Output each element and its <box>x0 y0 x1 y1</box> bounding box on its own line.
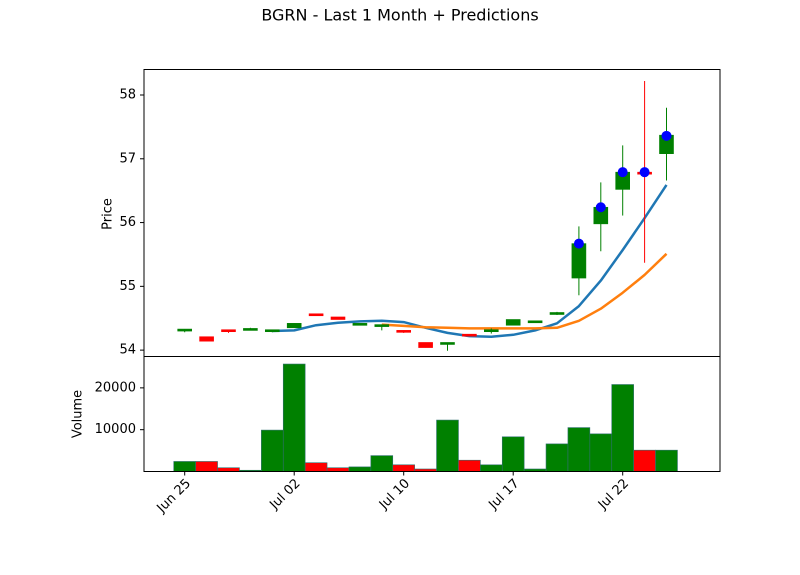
volume-y-tick-label: 10000 <box>95 422 136 437</box>
volume-bar <box>480 464 503 472</box>
volume-panel: 10000 20000 Volume <box>71 356 721 472</box>
candle-body <box>264 329 280 333</box>
chart-title: BGRN - Last 1 Month + Predictions <box>261 6 538 25</box>
volume-bar <box>567 427 591 472</box>
candle-body <box>483 329 499 333</box>
candle-body <box>221 329 236 333</box>
candle-body <box>286 323 302 329</box>
volume-bar <box>217 467 240 472</box>
volume-bar <box>633 449 656 472</box>
price-y-axis-label: Price <box>101 198 116 230</box>
x-tick-label: Jul 22 <box>595 476 632 513</box>
candle-body <box>571 243 587 279</box>
volume-bar <box>458 459 481 472</box>
candle-body <box>177 328 192 332</box>
candle-body <box>374 324 390 327</box>
volume-bar <box>392 464 415 472</box>
candle-body <box>505 319 521 326</box>
volume-bar <box>611 384 634 472</box>
x-axis-ticks: Jun 25 Jul 02 Jul 10 Jul 17 Jul 22 <box>154 471 632 517</box>
volume-panel-border <box>143 356 721 472</box>
price-panel-frame <box>143 69 721 357</box>
volume-y-ticks: 10000 20000 <box>95 380 144 437</box>
volume-bar <box>370 455 394 472</box>
candle-body <box>462 333 477 337</box>
candle-body <box>199 336 214 342</box>
prediction-marker <box>639 167 650 178</box>
price-y-tick-label: 57 <box>119 151 136 166</box>
moving-average-line <box>381 252 668 330</box>
prediction-marker <box>617 167 628 178</box>
volume-bar <box>173 461 196 472</box>
price-y-tick-label: 55 <box>119 279 136 294</box>
volume-y-tick-label: 20000 <box>95 380 136 395</box>
candle-body <box>308 313 324 317</box>
volume-bar <box>501 436 525 472</box>
volume-y-axis-label: Volume <box>71 390 86 438</box>
volume-bar <box>282 363 306 472</box>
price-panel: 54 55 56 57 58 Price <box>101 69 721 358</box>
prediction-markers <box>573 130 672 249</box>
price-y-ticks: 54 55 56 57 58 <box>119 88 144 358</box>
volume-bar <box>326 467 350 472</box>
x-tick-label: Jul 02 <box>266 476 303 513</box>
price-y-tick-label: 58 <box>119 88 136 103</box>
x-tick-label: Jun 25 <box>154 476 194 516</box>
volume-bar <box>195 461 218 472</box>
price-y-tick-label: 54 <box>119 343 136 358</box>
candle-body <box>440 342 455 345</box>
volume-bar <box>655 449 678 472</box>
prediction-marker <box>573 238 584 249</box>
volume-bar <box>348 466 372 472</box>
candle-body <box>418 342 433 348</box>
prediction-marker <box>661 130 672 141</box>
prediction-marker <box>595 202 606 213</box>
volume-bar <box>304 462 328 472</box>
volume-bar <box>589 433 613 472</box>
price-y-tick-label: 56 <box>119 215 136 230</box>
candlesticks <box>177 80 674 351</box>
volume-bar <box>545 443 569 472</box>
candle-body <box>330 316 346 320</box>
x-tick-label: Jul 10 <box>376 476 413 513</box>
candle-body <box>352 323 368 326</box>
candle-body <box>243 328 258 331</box>
candle-body <box>396 330 412 333</box>
x-tick-label: Jul 17 <box>485 476 522 513</box>
volume-bar <box>261 429 284 472</box>
volume-bar <box>436 419 459 472</box>
candle-body <box>549 312 565 315</box>
candle-body <box>527 320 543 324</box>
